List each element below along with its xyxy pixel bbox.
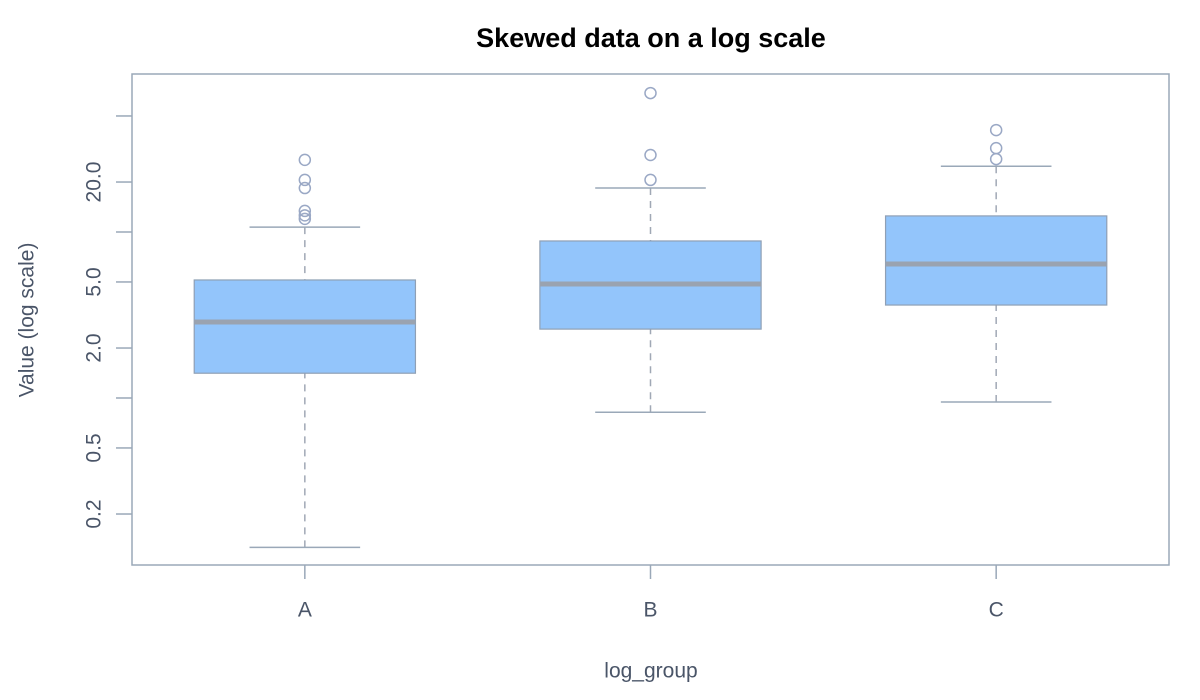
y-tick-label: 2.0 xyxy=(83,333,106,362)
outlier xyxy=(298,181,312,195)
y-axis-label: Value (log scale) xyxy=(16,243,39,398)
outlier xyxy=(989,141,1003,155)
outlier xyxy=(989,123,1003,137)
chart-title: Skewed data on a log scale xyxy=(476,23,826,53)
outlier xyxy=(298,209,312,222)
x-tick-label: A xyxy=(298,599,312,622)
outlier xyxy=(644,173,657,187)
outlier xyxy=(989,152,1003,166)
y-tick-label: 20.0 xyxy=(83,162,106,203)
y-tick-label: 0.2 xyxy=(83,499,106,528)
box xyxy=(884,215,1108,306)
y-tick-label: 5.0 xyxy=(83,267,106,296)
outlier xyxy=(298,173,312,187)
outlier xyxy=(644,148,657,162)
y-tick-label: 0.5 xyxy=(83,433,106,462)
outlier xyxy=(298,204,312,218)
box xyxy=(193,279,417,374)
outlier xyxy=(298,153,312,167)
outlier xyxy=(644,86,657,100)
x-tick-label: B xyxy=(643,599,657,622)
outlier xyxy=(298,212,312,226)
x-axis-label: log_group xyxy=(604,660,697,683)
x-tick-label: C xyxy=(989,599,1004,622)
